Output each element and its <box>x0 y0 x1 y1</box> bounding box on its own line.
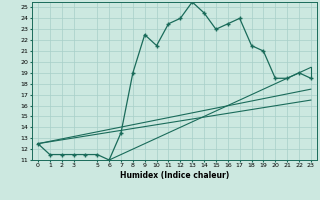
X-axis label: Humidex (Indice chaleur): Humidex (Indice chaleur) <box>120 171 229 180</box>
